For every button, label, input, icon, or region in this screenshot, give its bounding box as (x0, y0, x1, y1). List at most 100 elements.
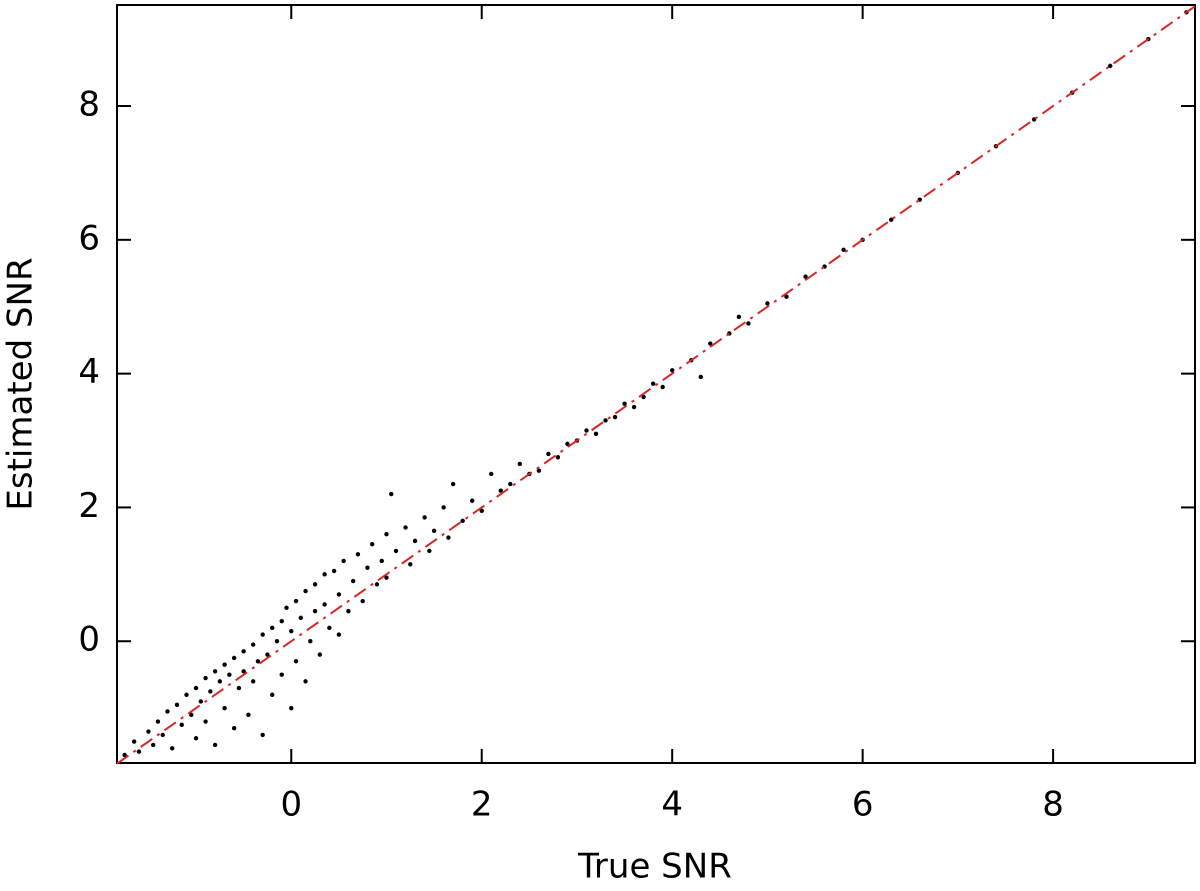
data-point (622, 401, 627, 406)
y-tick-label: 6 (78, 218, 100, 258)
data-point (341, 558, 346, 564)
data-point (746, 321, 751, 326)
data-point (631, 404, 637, 410)
data-point (136, 749, 142, 754)
data-point (270, 692, 275, 697)
y-tick-label: 0 (78, 620, 100, 660)
x-tick-label: 6 (852, 785, 874, 825)
data-point (174, 702, 180, 707)
data-point (555, 455, 561, 460)
data-point (450, 481, 456, 487)
data-point (431, 528, 437, 534)
x-tick-label: 2 (471, 785, 493, 825)
data-point (669, 368, 675, 373)
data-point (308, 639, 313, 644)
data-point (765, 301, 770, 306)
data-point (293, 659, 299, 664)
data-point (784, 294, 789, 299)
data-point (593, 431, 599, 437)
data-point (222, 662, 227, 667)
data-point (317, 652, 323, 657)
data-point (379, 558, 384, 564)
data-point (365, 565, 370, 570)
y-axis-label: Estimated SNR (1, 257, 41, 510)
data-point (346, 608, 351, 614)
data-point (203, 719, 208, 724)
data-point (155, 719, 161, 724)
data-point (508, 481, 513, 487)
data-point (393, 548, 399, 554)
data-point (384, 531, 389, 537)
data-point (412, 538, 418, 544)
data-point (584, 428, 589, 433)
data-point (303, 588, 308, 594)
data-point (260, 632, 265, 637)
x-tick-label: 0 (280, 785, 302, 825)
data-point (336, 592, 342, 597)
data-point (422, 515, 427, 520)
x-tick-label: 8 (1042, 785, 1064, 825)
data-point (498, 488, 503, 493)
data-point (193, 685, 199, 691)
data-point (374, 582, 380, 587)
data-point (270, 625, 275, 631)
data-point (355, 552, 361, 557)
data-point (293, 598, 299, 604)
data-point (736, 314, 742, 319)
data-point (322, 602, 327, 607)
data-point (312, 582, 318, 587)
data-point (322, 572, 327, 577)
data-point (160, 732, 165, 738)
data-point (122, 752, 127, 758)
data-point (427, 548, 432, 554)
data-point (479, 508, 484, 513)
data-point (212, 669, 218, 674)
data-point (179, 722, 184, 728)
data-point (274, 639, 280, 644)
data-point (603, 418, 608, 423)
data-point (660, 384, 665, 390)
data-point (255, 659, 261, 664)
data-point (279, 672, 284, 677)
data-point (193, 736, 199, 741)
data-point (241, 649, 246, 654)
data-point (441, 505, 446, 510)
data-point (650, 381, 656, 386)
data-point (612, 414, 618, 420)
data-point (708, 341, 713, 346)
y-tick-label: 4 (78, 352, 100, 392)
data-point (250, 679, 256, 684)
data-point (370, 542, 375, 547)
data-point (384, 575, 389, 580)
data-point (146, 729, 151, 734)
data-point (889, 217, 894, 222)
data-point (289, 705, 294, 711)
data-point (217, 679, 223, 684)
data-point (150, 742, 156, 748)
data-point (360, 598, 365, 604)
data-point (231, 655, 237, 661)
data-point (208, 689, 213, 694)
data-point (327, 625, 332, 631)
data-point (170, 746, 175, 751)
data-point (198, 699, 204, 704)
data-point (489, 471, 494, 477)
x-tick-label: 4 (661, 785, 683, 825)
data-point (189, 712, 194, 718)
data-point (446, 535, 451, 540)
data-point (536, 468, 542, 473)
data-point (284, 605, 289, 610)
data-point (227, 672, 232, 677)
plot-frame (116, 4, 1196, 764)
data-point (1108, 63, 1113, 69)
data-point (131, 739, 137, 744)
data-point (641, 394, 646, 400)
data-point (331, 568, 337, 574)
data-point (289, 629, 294, 634)
data-point (517, 461, 523, 467)
data-point (312, 608, 318, 614)
data-point (246, 712, 251, 718)
data-point (841, 247, 846, 253)
data-point (408, 562, 413, 567)
